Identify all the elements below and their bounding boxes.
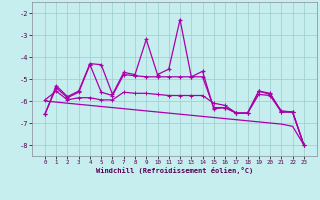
X-axis label: Windchill (Refroidissement éolien,°C): Windchill (Refroidissement éolien,°C) — [96, 167, 253, 174]
